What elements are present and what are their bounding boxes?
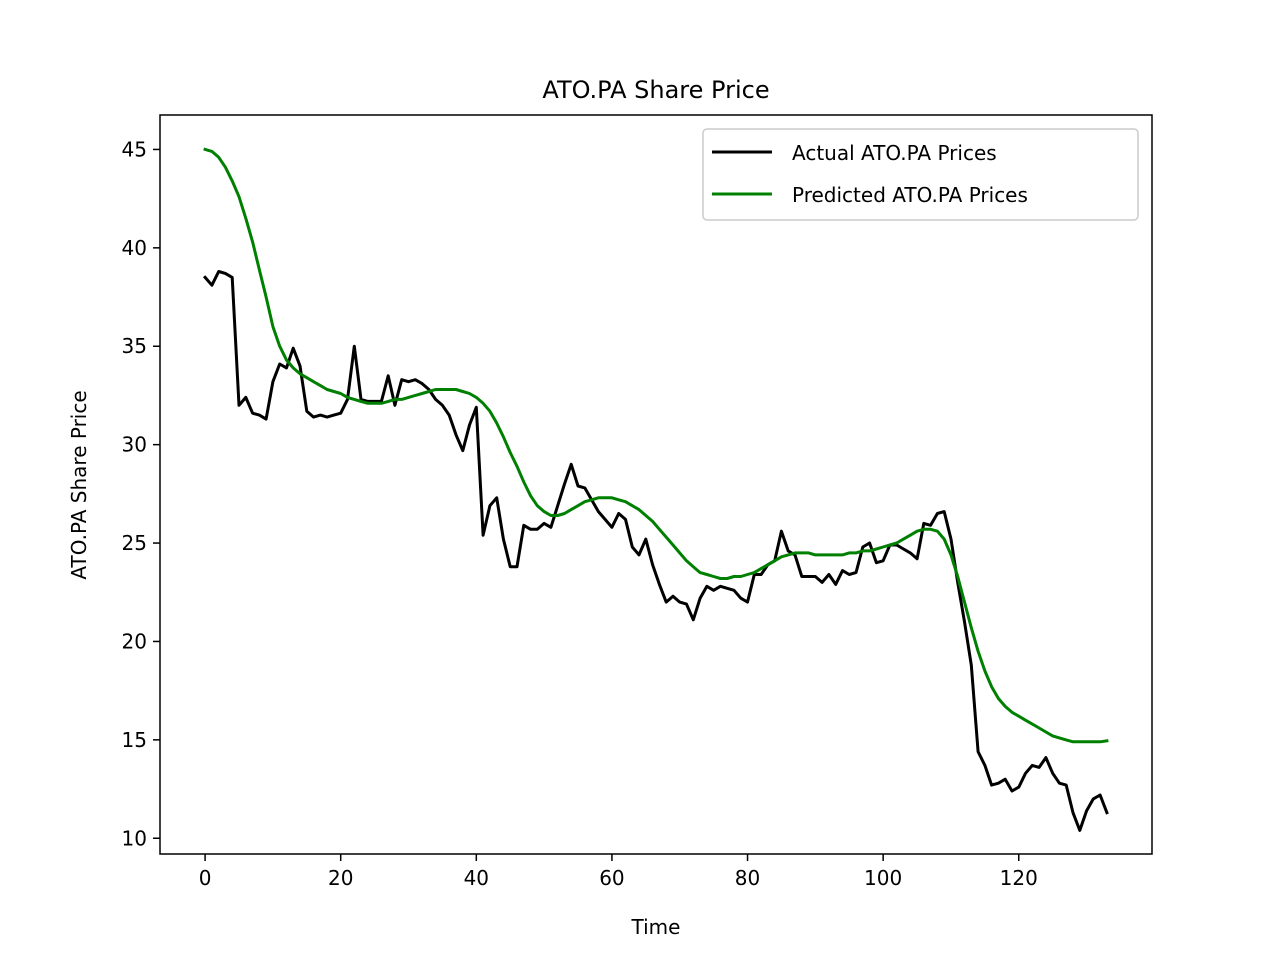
y-tick-label: 35 [122, 334, 147, 358]
y-axis: 10 15 20 25 30 35 40 45 [122, 137, 160, 850]
legend: Actual ATO.PA Prices Predicted ATO.PA Pr… [702, 128, 1139, 221]
x-axis: 0 20 40 60 80 100 120 [199, 854, 1038, 890]
series-line-predicted [203, 147, 1109, 744]
y-tick-label: 10 [122, 826, 147, 850]
plot-frame [159, 114, 1153, 855]
plot-area [202, 147, 1109, 832]
legend-label-actual: Actual ATO.PA Prices [792, 141, 997, 165]
x-axis-title: Time [631, 915, 681, 939]
legend-label-predicted: Predicted ATO.PA Prices [792, 183, 1028, 207]
x-tick-label: 120 [1000, 866, 1038, 890]
x-tick-label: 40 [464, 866, 489, 890]
x-tick-label: 0 [199, 866, 212, 890]
x-tick-label: 20 [328, 866, 353, 890]
y-axis-title: ATO.PA Share Price [67, 390, 91, 579]
y-tick-label: 30 [122, 433, 147, 457]
chart-title: ATO.PA Share Price [542, 76, 769, 104]
x-tick-label: 80 [735, 866, 760, 890]
y-tick-label: 20 [122, 629, 147, 653]
y-tick-label: 40 [122, 236, 147, 260]
y-tick-label: 25 [122, 531, 147, 555]
y-tick-label: 45 [122, 137, 147, 161]
x-tick-label: 60 [599, 866, 624, 890]
x-tick-label: 100 [864, 866, 902, 890]
series-line-actual [202, 270, 1109, 832]
legend-box [702, 128, 1139, 221]
y-tick-label: 15 [122, 728, 147, 752]
